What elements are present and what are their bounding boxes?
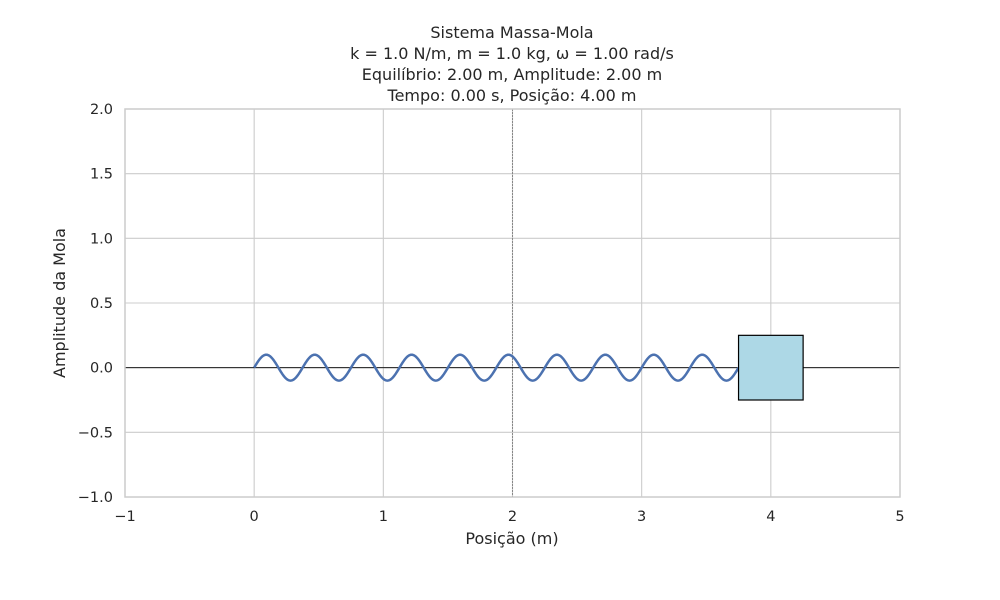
x-tick-label: 0 [250,509,259,525]
y-tick-label: −0.5 [78,425,113,441]
chart-title: Sistema Massa-Mola k = 1.0 N/m, m = 1.0 … [350,23,674,105]
mass-block [737,334,804,401]
title-line-1: Sistema Massa-Mola [430,23,593,42]
plot-area [125,109,900,497]
title-line-2: k = 1.0 N/m, m = 1.0 kg, ω = 1.00 rad/s [350,44,674,63]
x-tick-labels: −1 0 1 2 3 4 5 [114,509,904,525]
y-tick-label: 0.5 [90,296,113,312]
y-tick-label: −1.0 [78,490,113,506]
x-tick-label: 2 [508,509,517,525]
y-tick-label: 2.0 [90,102,113,118]
spring-line [253,353,740,382]
x-tick-label: 3 [637,509,646,525]
axes-frame [124,108,901,498]
title-line-3: Equilíbrio: 2.00 m, Amplitude: 2.00 m [362,65,662,84]
title-line-4: Tempo: 0.00 s, Posição: 4.00 m [387,86,637,105]
x-tick-label: 5 [895,509,904,525]
y-tick-label: 0.0 [90,361,113,377]
y-axis-label: Amplitude da Mola [50,228,69,378]
x-tick-label: −1 [114,509,135,525]
x-axis-label: Posição (m) [465,529,558,548]
x-tick-label: 1 [379,509,388,525]
axes-spines [124,108,901,498]
y-tick-label: 1.5 [90,167,113,183]
y-tick-label: 1.0 [90,231,113,247]
x-tick-label: 4 [766,509,775,525]
y-tick-labels: −1.0 −0.5 0.0 0.5 1.0 1.5 2.0 [78,102,113,506]
